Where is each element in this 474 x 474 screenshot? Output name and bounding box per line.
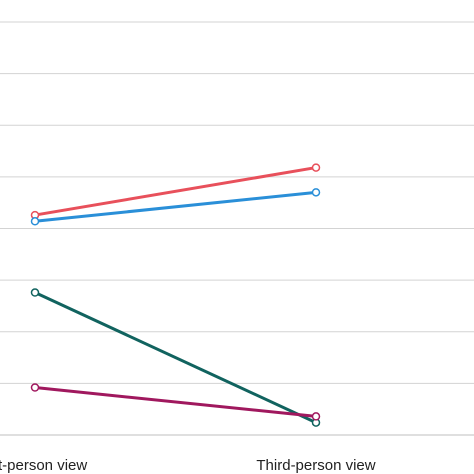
data-point-2-2 (311, 188, 321, 197)
data-point-1-2 (311, 163, 321, 172)
data-point-2-1 (30, 217, 40, 226)
series-line-1 (34, 166, 317, 217)
x-tick-label-first: t-person view (0, 457, 87, 474)
x-axis-labels: t-person view Third-person view (0, 457, 376, 474)
data-point-4-2 (311, 412, 321, 421)
series-line-2 (34, 190, 317, 223)
x-tick-label-second: Third-person view (256, 457, 375, 474)
data-point-4-1 (30, 383, 40, 392)
gridlines (0, 21, 474, 436)
series-lines (30, 163, 321, 427)
series-line-3 (34, 291, 317, 424)
series-line-4 (34, 386, 317, 418)
data-point-3-1 (30, 288, 40, 297)
